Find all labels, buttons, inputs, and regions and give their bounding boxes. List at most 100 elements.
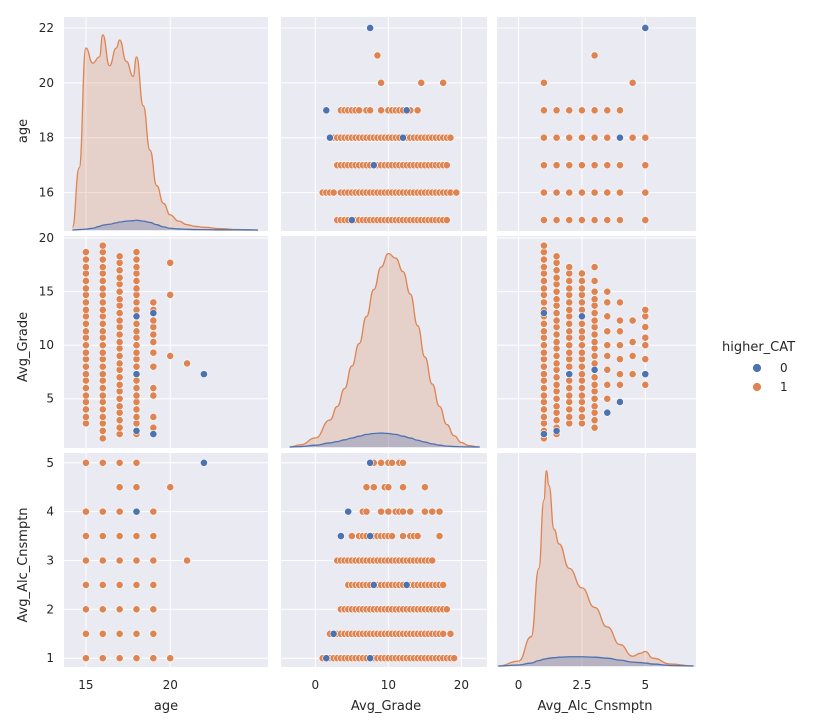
scatter-point-1 (98, 333, 107, 342)
scatter-point-1 (98, 629, 107, 638)
legend: higher_CAT 0 1 (722, 340, 795, 394)
scatter-point-1 (115, 483, 124, 492)
scatter-point-1 (132, 398, 141, 406)
scatter-point-1 (590, 352, 599, 360)
scatter-point-1 (450, 654, 459, 663)
scatter-point-0 (132, 312, 141, 321)
scatter-point-1 (578, 305, 586, 314)
scatter-point-1 (628, 133, 637, 142)
scatter-point-1 (82, 581, 90, 589)
scatter-point-1 (565, 319, 574, 328)
scatter-point-1 (590, 161, 599, 170)
scatter-point-1 (539, 341, 548, 350)
scatter-point-1 (565, 405, 574, 414)
scatter-point-1 (578, 419, 586, 428)
scatter-point-1 (565, 188, 574, 197)
scatter-point-1 (132, 405, 141, 414)
scatter-point-0 (603, 408, 612, 417)
scatter-point-1 (377, 78, 385, 87)
scatter-point-0 (337, 532, 345, 540)
scatter-point-1 (603, 341, 612, 350)
scatter-point-1 (446, 133, 455, 142)
scatter-point-1 (590, 387, 599, 396)
scatter-point-1 (628, 370, 637, 379)
scatter-point-1 (98, 298, 107, 307)
scatter-point-1 (603, 287, 612, 296)
scatter-point-1 (132, 532, 141, 540)
scatter-point-1 (452, 188, 461, 197)
scatter-point-1 (98, 413, 107, 421)
scatter-point-0 (366, 458, 375, 467)
ytick-label-Avg_Alc_Cnsmptn: 2 (46, 602, 54, 616)
scatter-point-1 (565, 355, 574, 364)
scatter-point-1 (641, 133, 650, 142)
scatter-point-1 (115, 280, 124, 289)
scatter-point-1 (539, 384, 548, 392)
scatter-point-1 (552, 316, 561, 325)
scatter-point-0 (347, 216, 356, 224)
scatter-point-0 (578, 312, 586, 321)
xlabel-avg-alc: Avg_Alc_Cnsmptn (537, 699, 652, 714)
xtick-label-Avg_Alc_Cnsmptn: 0 (515, 678, 523, 692)
kde-line-1 (289, 252, 480, 448)
scatter-point-1 (98, 341, 107, 350)
scatter-point-1 (115, 423, 124, 432)
ytick-label-age: 16 (39, 186, 54, 200)
scatter-point-1 (115, 581, 124, 589)
scatter-point-1 (439, 629, 448, 638)
scatter-point-1 (539, 269, 548, 278)
scatter-point-1 (552, 280, 561, 289)
scatter-point-1 (565, 413, 574, 421)
scatter-point-1 (552, 301, 561, 310)
scatter-point-1 (552, 365, 561, 374)
scatter-point-1 (115, 338, 124, 346)
scatter-point-1 (539, 290, 548, 299)
scatter-point-1 (149, 338, 158, 346)
scatter-point-1 (616, 380, 624, 389)
scatter-point-1 (590, 216, 599, 224)
scatter-point-1 (590, 423, 599, 432)
scatter-point-1 (149, 654, 158, 663)
scatter-point-1 (578, 376, 586, 385)
scatter-point-1 (82, 248, 90, 256)
scatter-point-0 (344, 507, 353, 516)
scatter-point-1 (565, 216, 574, 224)
ytick-label-Avg_Alc_Cnsmptn: 4 (46, 505, 54, 519)
scatter-point-1 (628, 338, 637, 346)
scatter-point-1 (565, 419, 574, 428)
scatter-point-1 (82, 333, 90, 342)
scatter-point-0 (329, 629, 338, 638)
panel-background (497, 453, 696, 667)
scatter-point-1 (552, 323, 561, 331)
scatter-point-1 (329, 188, 338, 197)
ytick-label-Avg_Alc_Cnsmptn: 3 (46, 553, 54, 567)
scatter-point-1 (565, 277, 574, 285)
scatter-point-1 (552, 188, 561, 197)
scatter-point-1 (149, 532, 158, 540)
scatter-point-1 (82, 532, 90, 540)
scatter-point-1 (603, 352, 612, 360)
scatter-point-1 (132, 348, 141, 357)
scatter-point-1 (578, 161, 586, 170)
scatter-point-1 (590, 359, 599, 368)
scatter-point-1 (590, 295, 599, 304)
scatter-point-1 (641, 312, 650, 321)
scatter-point-1 (616, 106, 624, 115)
kde-fill-1 (289, 253, 480, 447)
scatter-point-1 (565, 290, 574, 299)
scatter-point-1 (399, 507, 407, 516)
scatter-point-1 (578, 355, 586, 364)
scatter-point-1 (82, 629, 90, 638)
scatter-point-1 (552, 416, 561, 425)
scatter-point-1 (590, 106, 599, 115)
scatter-point-1 (552, 133, 561, 142)
scatter-point-1 (115, 258, 124, 267)
scatter-point-1 (115, 344, 124, 353)
scatter-point-1 (603, 133, 612, 142)
scatter-point-1 (641, 188, 650, 197)
scatter-point-1 (149, 348, 158, 357)
scatter-point-1 (578, 398, 586, 406)
scatter-point-1 (183, 556, 191, 565)
kde-line-0 (498, 656, 694, 667)
scatter-point-1 (565, 263, 574, 271)
